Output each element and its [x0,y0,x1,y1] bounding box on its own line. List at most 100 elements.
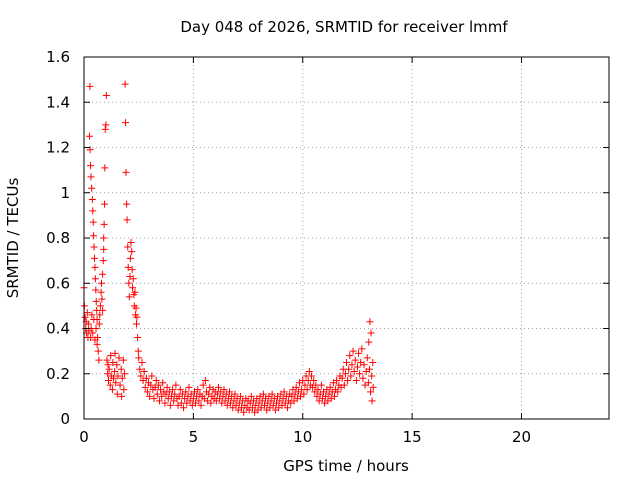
data-point [88,184,96,192]
data-point [91,263,99,271]
data-point [114,372,122,380]
y-tick-label: 1.4 [46,93,70,111]
data-point [330,392,338,400]
data-point [87,173,95,181]
data-point [89,218,97,226]
data-point [86,146,94,154]
data-point [153,390,161,398]
data-point [105,365,113,373]
data-point [166,401,174,409]
data-point [353,363,361,371]
data-point [247,392,255,400]
y-tick-label: 0.6 [46,274,70,292]
data-point [360,361,368,369]
data-point [152,377,160,385]
data-point [123,200,131,208]
data-point [159,379,167,387]
x-tick-label: 5 [189,428,199,446]
data-point [132,304,140,312]
data-point [90,243,98,251]
y-tick-label: 1.6 [46,48,70,66]
data-point [129,284,137,292]
data-point [101,200,109,208]
data-point [111,367,119,375]
data-point [124,263,132,271]
data-point [91,275,99,283]
data-point [349,347,357,355]
data-point [108,386,116,394]
data-point [93,306,101,314]
data-point [365,365,373,373]
data-point [201,377,209,385]
data-point [343,358,350,366]
data-point [86,82,94,90]
data-point [148,372,156,380]
data-point [105,377,112,385]
data-point [119,356,127,364]
data-point [100,245,108,253]
data-point [220,386,228,394]
data-point [122,168,130,176]
data-point [104,370,112,378]
data-point [113,390,121,398]
data-point [102,121,110,129]
data-point [356,370,364,378]
data-point [92,297,100,305]
data-point [341,370,349,378]
data-point [207,399,215,407]
data-point [163,383,171,391]
grid [84,57,609,419]
data-point [142,374,150,382]
data-point [240,408,248,416]
y-tick-label: 1.2 [46,139,70,157]
data-point [87,162,95,170]
data-point [172,381,180,389]
data-point [346,352,354,360]
data-point [128,248,136,256]
data-point [92,325,100,332]
data-point [109,358,117,366]
data-point [124,243,132,251]
y-tick-label: 1 [60,184,70,202]
data-point [347,372,355,380]
data-point [113,361,121,369]
data-point [106,381,114,389]
data-point [283,404,291,412]
data-point [99,306,107,314]
data-point [85,132,93,140]
data-point [326,383,334,391]
data-point [93,315,101,323]
data-point [231,390,239,398]
data-point [369,358,377,366]
data-point [314,386,322,394]
data-point [338,374,346,382]
data-point [348,361,356,369]
data-point [369,383,377,391]
data-point [138,358,146,366]
data-point [150,395,158,403]
x-tick-label: 15 [403,428,422,446]
data-point [98,279,105,287]
data-point [88,311,96,319]
data-point [126,254,134,262]
data-point [91,254,98,262]
data-point [134,347,142,355]
data-point [123,216,131,224]
data-point [268,390,276,398]
data-point [115,354,123,362]
data-point [83,309,91,317]
data-point [128,266,136,274]
data-point [259,390,267,398]
data-point [367,329,375,337]
data-point [101,164,109,172]
data-point [89,329,97,337]
data-point [194,386,202,394]
data-point [88,196,96,204]
data-point [112,379,120,387]
data-point [180,404,188,412]
data-point [84,320,92,328]
data-point [199,381,207,389]
data-point [169,386,177,394]
data-point [101,125,109,133]
data-point [365,338,373,346]
